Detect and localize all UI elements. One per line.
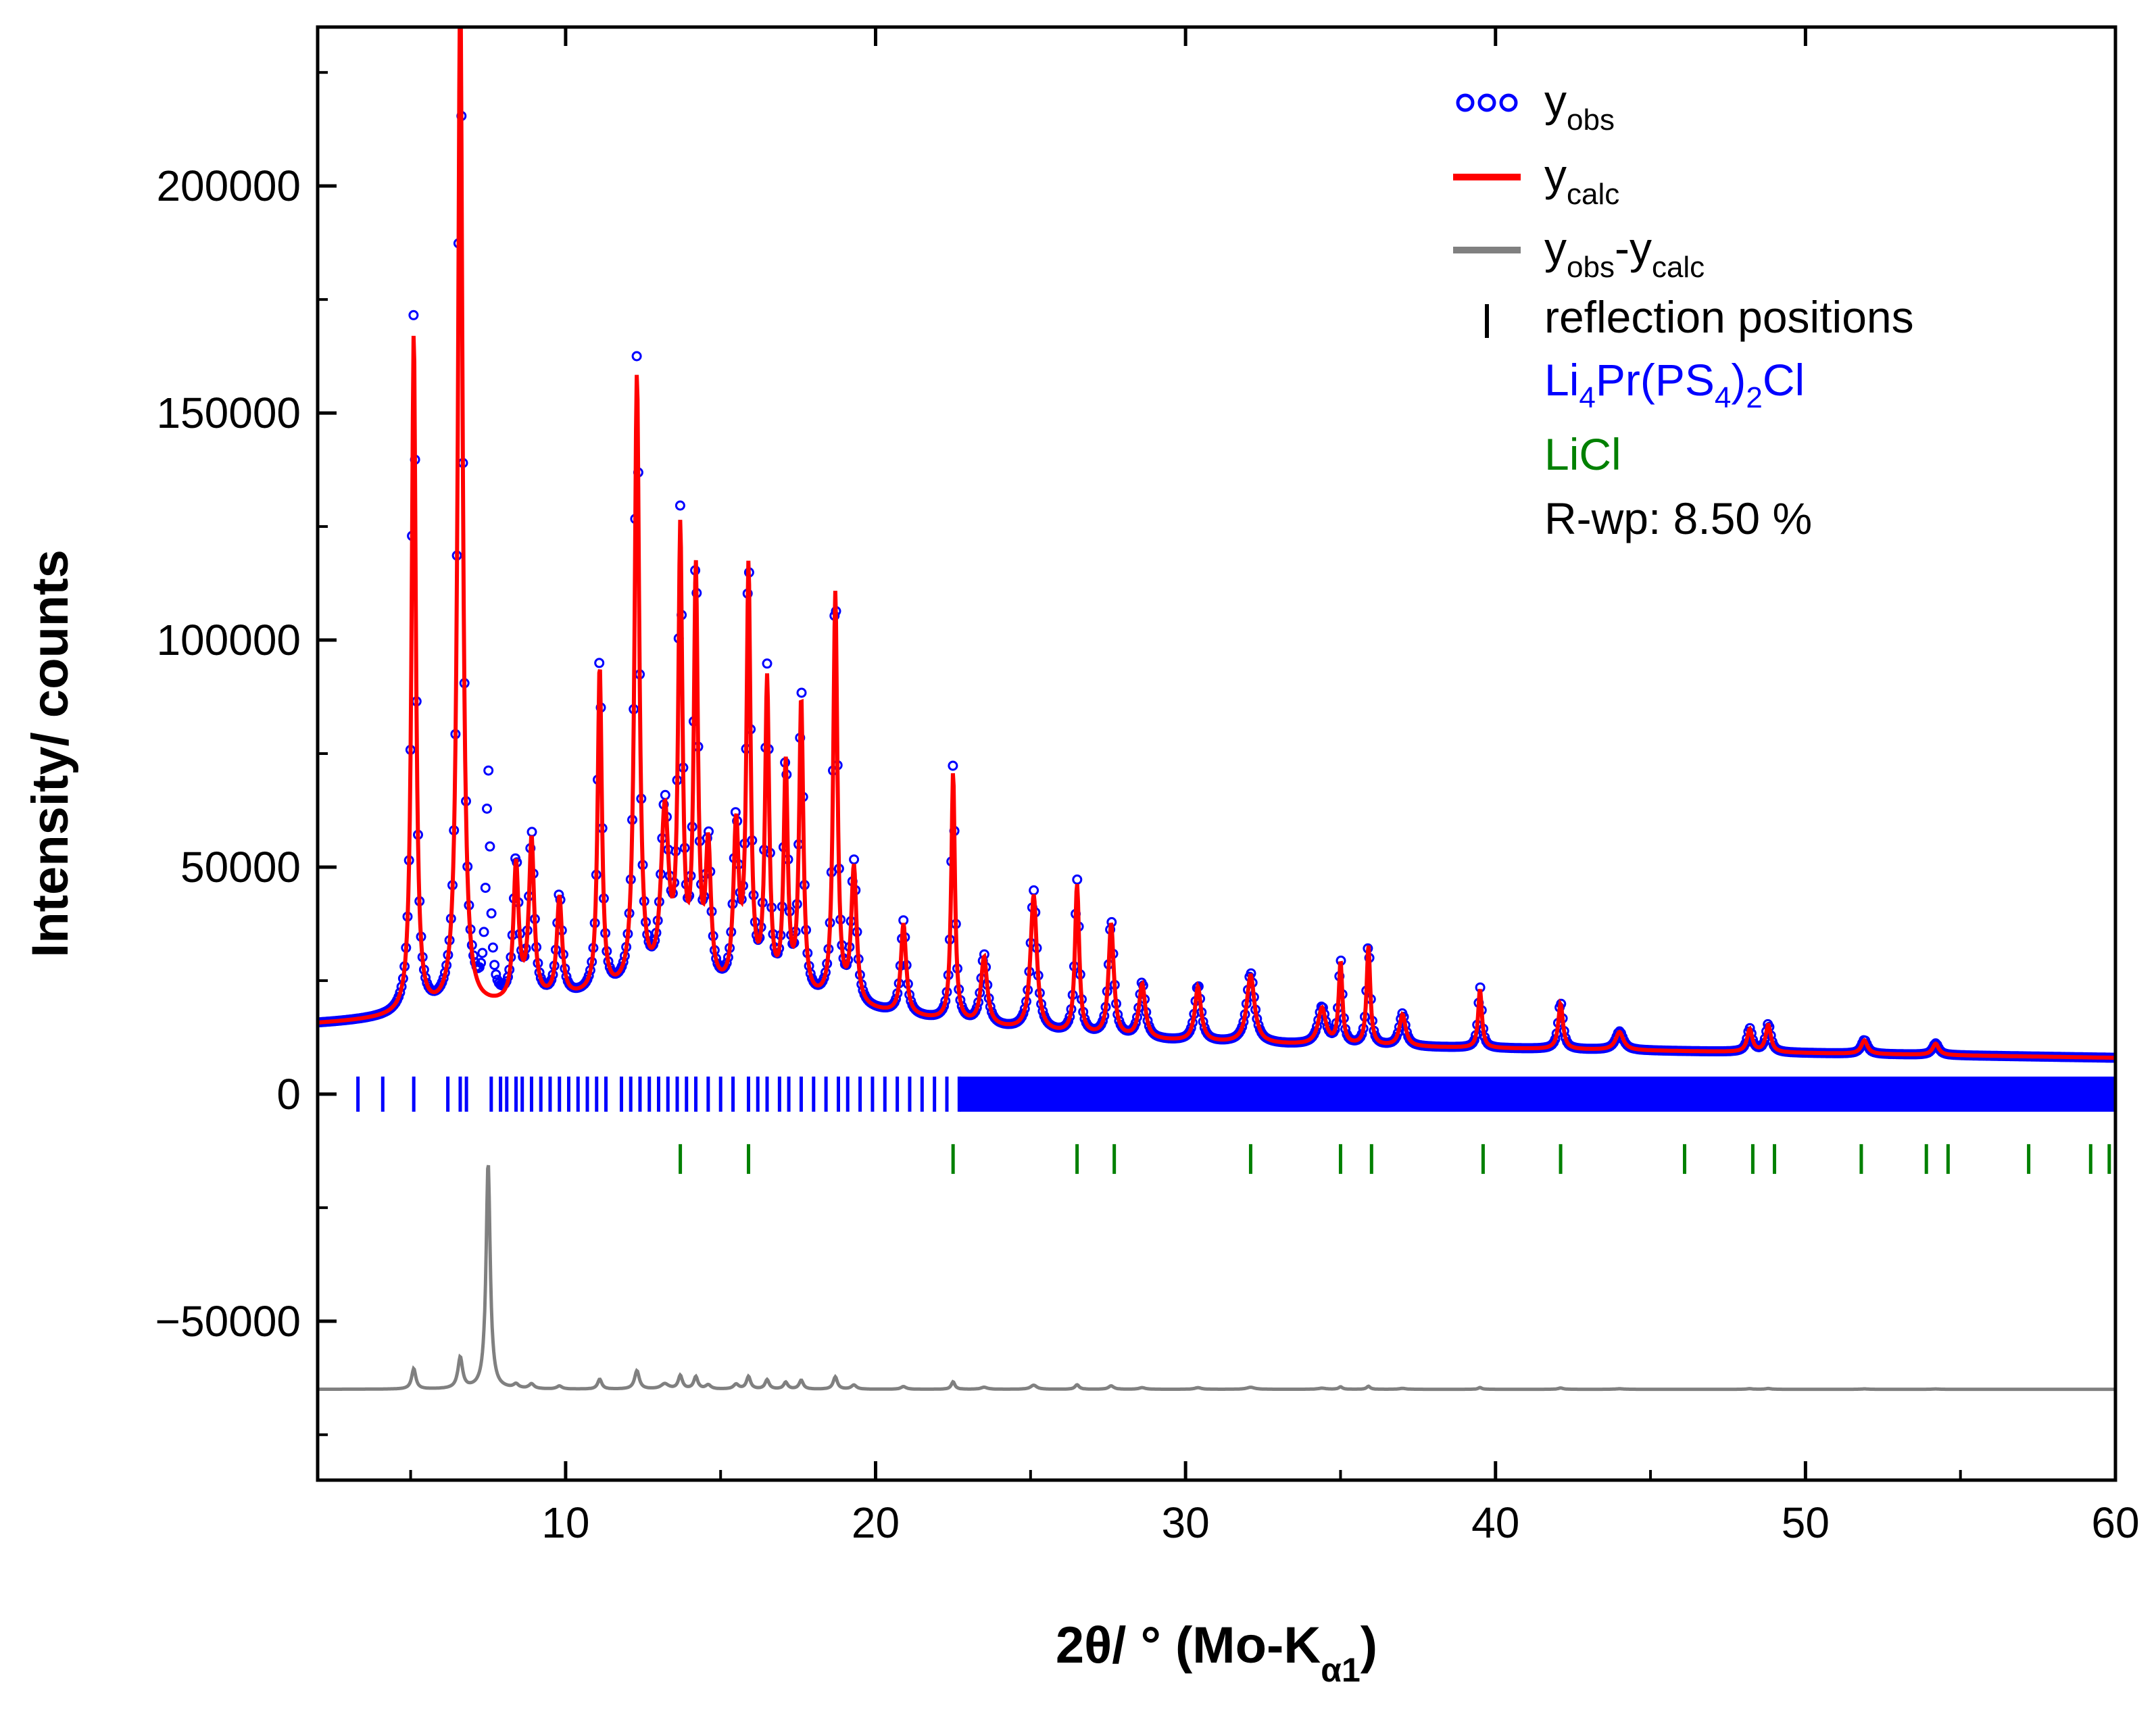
obs-point [491,969,501,980]
obs-point [526,827,537,837]
phase1-sub3: 2 [1746,381,1762,414]
x-tick-label: 60 [2091,1498,2139,1547]
x-axis-title-main: 2θ/ ° (Mo-K [1056,1617,1321,1674]
obs-point [477,948,488,958]
obs-point [631,351,642,362]
y-tick-label: 100000 [156,616,301,664]
legend-phase1-label: Li4Pr(PS4)2Cl [1544,355,1805,414]
obs-point [762,658,773,669]
phase1-part3: ) [1731,355,1746,405]
y-tick-label: 150000 [156,389,301,437]
y-tick-label: −50000 [155,1297,301,1346]
phase1-part1: Li [1544,355,1579,405]
obs-point [849,854,860,865]
obs-point [482,804,492,814]
obs-point [476,958,487,969]
obs-point [489,960,500,971]
x-axis-ticks: 10 20 30 40 50 60 [409,27,2140,1547]
obs-point [660,789,670,800]
x-axis-title-close: ) [1361,1617,1377,1674]
legend: yobs ycalc yobs-ycalc reflection positio… [1453,76,1914,543]
diff-curve [318,1165,2115,1392]
legend-calc-sub: calc [1567,178,1619,211]
plot-frame [316,25,2117,1482]
legend-diff-label: yobs-ycalc [1544,223,1705,284]
calc-curve [318,27,2115,1060]
reflection-ticks [356,1076,2115,1174]
legend-reflection-label: reflection positions [1544,292,1914,342]
y-tick-label: 200000 [156,162,301,210]
y-tick-label: 0 [276,1070,301,1119]
obs-point [1029,885,1039,896]
y-axis-ticks: −50000 0 50000 100000 150000 200000 [155,71,337,1436]
obs-point [483,765,494,776]
obs-point [485,841,495,852]
legend-obs-label: yobs [1544,76,1615,137]
x-tick-label: 10 [541,1498,589,1547]
observed-points-group [318,111,2115,1063]
y-tick-label: 50000 [180,843,301,891]
x-axis-title: 2θ/ ° (Mo-Kα1) [1056,1617,1377,1689]
x-tick-label: 20 [852,1498,900,1547]
legend-diff-main1: y [1544,223,1567,273]
obs-point [1072,874,1083,885]
legend-calc-main: y [1544,150,1567,200]
phase1-part4: Cl [1763,355,1805,405]
obs-point [486,908,497,918]
phase1-part2: Pr(PS [1596,355,1715,405]
phase1-sub2: 4 [1715,381,1731,414]
x-tick-label: 30 [1162,1498,1210,1547]
obs-point [408,310,419,320]
phase1-reflection-band [959,1076,2115,1112]
difference-curve-group [318,1165,2115,1392]
obs-point [479,927,489,937]
legend-obs-main: y [1544,76,1567,126]
legend-diff-sub2: calc [1652,251,1705,284]
phase1-sub1: 4 [1579,381,1595,414]
obs-point [594,658,605,668]
legend-calc-label: ycalc [1544,150,1619,211]
legend-diff-sub1: obs [1567,251,1615,284]
x-tick-label: 40 [1471,1498,1519,1547]
obs-point [480,883,491,893]
legend-rwp-label: R-wp: 8.50 % [1544,493,1812,543]
calculated-curve-group [318,27,2115,1060]
obs-point [948,760,958,771]
obs-point [796,687,807,698]
legend-diff-dash: - [1615,223,1630,273]
obs-point [675,500,685,511]
y-axis-title: Intensity/ counts [22,549,79,958]
legend-diff-main2: y [1630,223,1652,273]
legend-phase2-label: LiCl [1544,429,1621,479]
x-axis-title-sub: α1 [1321,1651,1361,1689]
obs-point [487,942,498,953]
legend-obs-marker [1456,93,1518,112]
x-tick-label: 50 [1782,1498,1830,1547]
legend-obs-sub: obs [1567,103,1615,137]
